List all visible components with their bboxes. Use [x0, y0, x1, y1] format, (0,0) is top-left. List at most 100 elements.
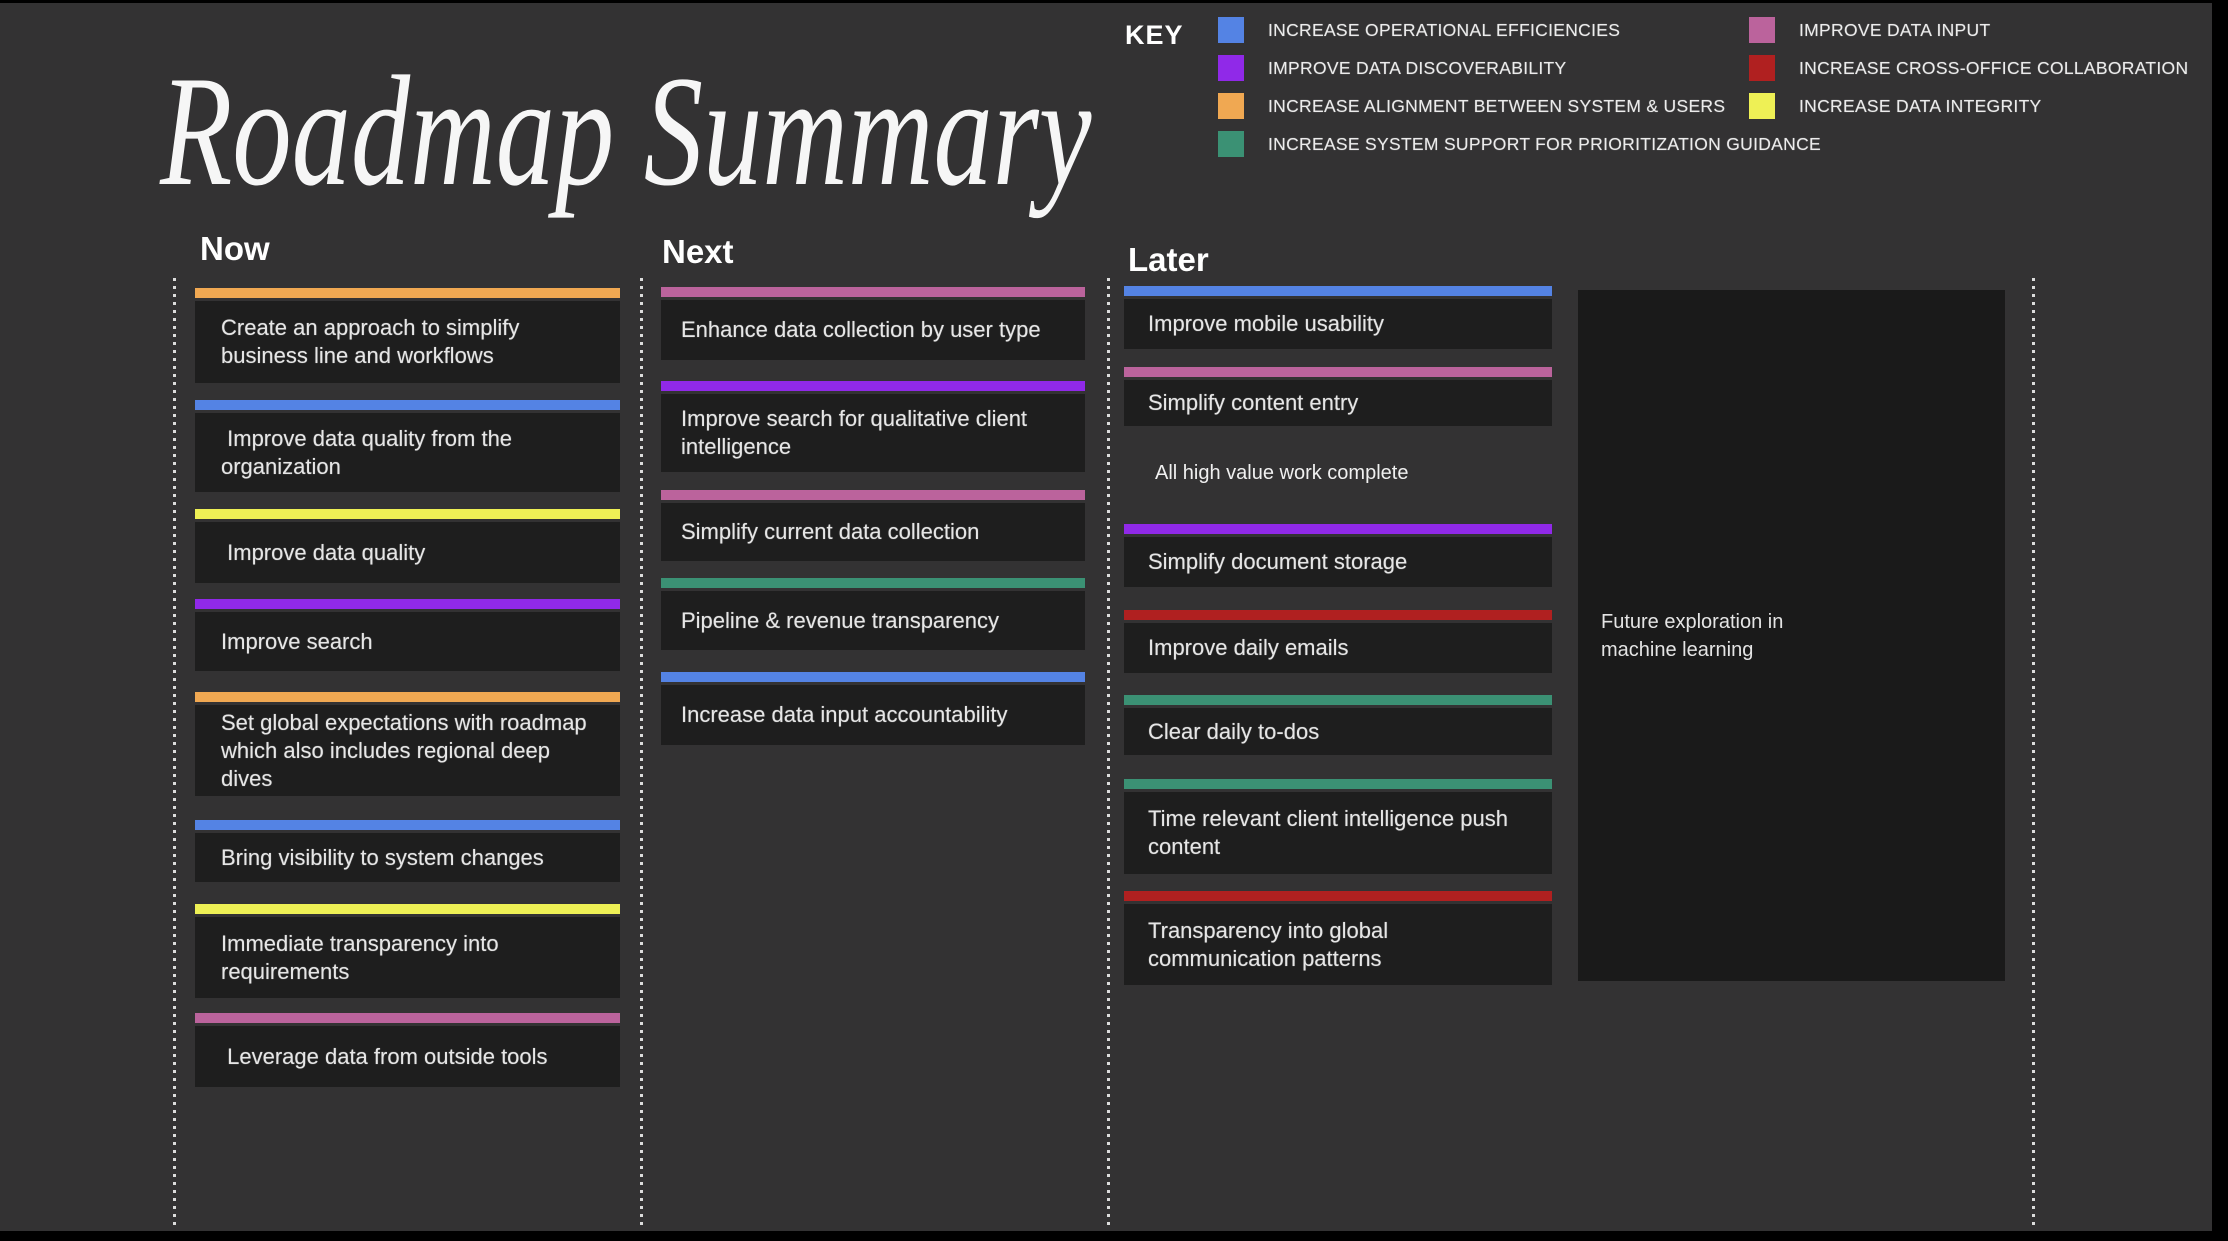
card-body: Improve daily emails [1124, 623, 1552, 673]
legend-swatch-red [1749, 55, 1775, 81]
legend-swatch-yellow [1749, 93, 1775, 119]
card-text: Bring visibility to system changes [221, 844, 544, 870]
column-header-next: Next [662, 233, 734, 270]
card-category-bar-red [1124, 610, 1552, 620]
roadmap-card[interactable]: Enhance data collection by user type [661, 287, 1085, 360]
legend-column-1: INCREASE OPERATIONAL EFFICIENCIES IMPROVE… [1218, 17, 1821, 169]
card-text: Immediate transparency into requirements [221, 930, 499, 984]
letterbox-top [0, 0, 2228, 3]
card-category-bar-yellow [195, 509, 620, 519]
roadmap-card[interactable]: Create an approach to simplify business … [195, 288, 620, 383]
card-body: Clear daily to-dos [1124, 708, 1552, 755]
card-text: Set global expectations with roadmap whi… [221, 709, 587, 791]
column-next: Next Enhance data collection by user type… [661, 0, 1085, 1241]
card-text: Improve data quality from the organizati… [221, 425, 513, 479]
roadmap-card[interactable]: Simplify document storage [1124, 524, 1552, 587]
legend-label: IMPROVE DATA INPUT [1799, 19, 1991, 40]
roadmap-card[interactable]: Improve search [195, 599, 620, 671]
card-body: Simplify content entry [1124, 380, 1552, 426]
legend-swatch-teal [1218, 131, 1244, 157]
page-title: Roadmap Summary [160, 44, 1092, 219]
card-category-bar-purple [661, 381, 1085, 391]
legend-swatch-blue [1218, 17, 1244, 43]
card-text: Improve search for qualitative client in… [681, 406, 1028, 459]
column-now: Now Create an approach to simplify busine… [195, 0, 620, 1241]
card-category-bar-orange [195, 288, 620, 298]
card-body: Enhance data collection by user type [661, 300, 1085, 360]
card-body: Improve mobile usability [1124, 299, 1552, 349]
legend-swatch-orange [1218, 93, 1244, 119]
roadmap-card[interactable]: Improve daily emails [1124, 610, 1552, 673]
card-category-bar-teal [1124, 779, 1552, 789]
card-category-bar-pink [661, 490, 1085, 500]
dotted-divider-2 [640, 278, 643, 1228]
legend-swatch-purple [1218, 55, 1244, 81]
card-text: Create an approach to simplify business … [221, 315, 520, 368]
roadmap-card[interactable]: Increase data input accountability [661, 672, 1085, 745]
future-exploration-box[interactable]: Future exploration in machine learning [1578, 290, 2005, 981]
legend-column-2: IMPROVE DATA INPUT INCREASE CROSS-OFFICE … [1749, 17, 2188, 131]
roadmap-card[interactable]: Improve search for qualitative client in… [661, 381, 1085, 472]
card-text: Improve search [221, 628, 373, 654]
card-category-bar-pink [661, 287, 1085, 297]
card-text: Time relevant client intelligence push c… [1148, 806, 1508, 859]
milestone-note: All high value work complete [1155, 462, 1409, 484]
card-body: Improve search for qualitative client in… [661, 394, 1085, 472]
card-body: Improve data quality [195, 522, 620, 583]
column-header-now: Now [200, 230, 270, 267]
card-body: Simplify document storage [1124, 537, 1552, 587]
card-category-bar-purple [195, 599, 620, 609]
roadmap-card[interactable]: Immediate transparency into requirements [195, 904, 620, 998]
card-text: Pipeline & revenue transparency [681, 607, 999, 633]
card-category-bar-red [1124, 891, 1552, 901]
card-text: Simplify document storage [1148, 549, 1408, 574]
roadmap-card[interactable]: Bring visibility to system changes [195, 820, 620, 882]
legend-item: INCREASE OPERATIONAL EFFICIENCIES [1218, 17, 1821, 43]
card-category-bar-teal [1124, 695, 1552, 705]
roadmap-card[interactable]: Clear daily to-dos [1124, 695, 1552, 755]
dotted-divider-1 [173, 278, 176, 1228]
dotted-divider-4 [2032, 278, 2035, 1228]
card-body: Bring visibility to system changes [195, 833, 620, 882]
roadmap-card[interactable]: Improve data quality from the organizati… [195, 400, 620, 492]
card-category-bar-blue [195, 400, 620, 410]
legend-label: INCREASE SYSTEM SUPPORT FOR PRIORITIZATI… [1268, 133, 1822, 154]
card-body: Immediate transparency into requirements [195, 917, 620, 998]
card-text: Improve mobile usability [1148, 311, 1384, 336]
roadmap-card[interactable]: Simplify content entry [1124, 367, 1552, 426]
card-body: Improve search [195, 612, 620, 671]
roadmap-card[interactable]: Pipeline & revenue transparency [661, 578, 1085, 650]
card-text: Leverage data from outside tools [221, 1043, 548, 1069]
legend-item: INCREASE SYSTEM SUPPORT FOR PRIORITIZATI… [1218, 131, 1821, 157]
roadmap-card[interactable]: Improve mobile usability [1124, 286, 1552, 349]
roadmap-card[interactable]: Improve data quality [195, 509, 620, 583]
card-body: Improve data quality from the organizati… [195, 413, 620, 492]
card-category-bar-teal [661, 578, 1085, 588]
card-text: Improve data quality [221, 539, 426, 565]
future-exploration-text: Future exploration in machine learning [1601, 610, 1784, 661]
card-body: Leverage data from outside tools [195, 1026, 620, 1087]
roadmap-card[interactable]: Leverage data from outside tools [195, 1013, 620, 1087]
card-body: Pipeline & revenue transparency [661, 591, 1085, 650]
card-text: Increase data input accountability [681, 702, 1008, 727]
card-category-bar-pink [195, 1013, 620, 1023]
roadmap-card[interactable]: Simplify current data collection [661, 490, 1085, 561]
key-label: KEY [1125, 20, 1184, 50]
card-text: Transparency into global communication p… [1148, 917, 1389, 971]
roadmap-card[interactable]: Set global expectations with roadmap whi… [195, 692, 620, 796]
card-text: Simplify current data collection [681, 519, 980, 544]
card-body: Transparency into global communication p… [1124, 904, 1552, 985]
letterbox-bottom [0, 1231, 2228, 1241]
roadmap-card[interactable]: Transparency into global communication p… [1124, 891, 1552, 985]
legend-swatch-pink [1749, 17, 1775, 43]
card-text: Enhance data collection by user type [681, 317, 1041, 342]
legend-label: INCREASE OPERATIONAL EFFICIENCIES [1268, 19, 1621, 40]
column-header-later: Later [1128, 241, 1209, 278]
legend-item: INCREASE DATA INTEGRITY [1749, 93, 2188, 119]
card-category-bar-yellow [195, 904, 620, 914]
card-text: Improve daily emails [1148, 635, 1349, 660]
legend-item: IMPROVE DATA DISCOVERABILITY [1218, 55, 1821, 81]
card-text: Clear daily to-dos [1148, 718, 1320, 744]
card-category-bar-blue [661, 672, 1085, 682]
roadmap-card[interactable]: Time relevant client intelligence push c… [1124, 779, 1552, 874]
